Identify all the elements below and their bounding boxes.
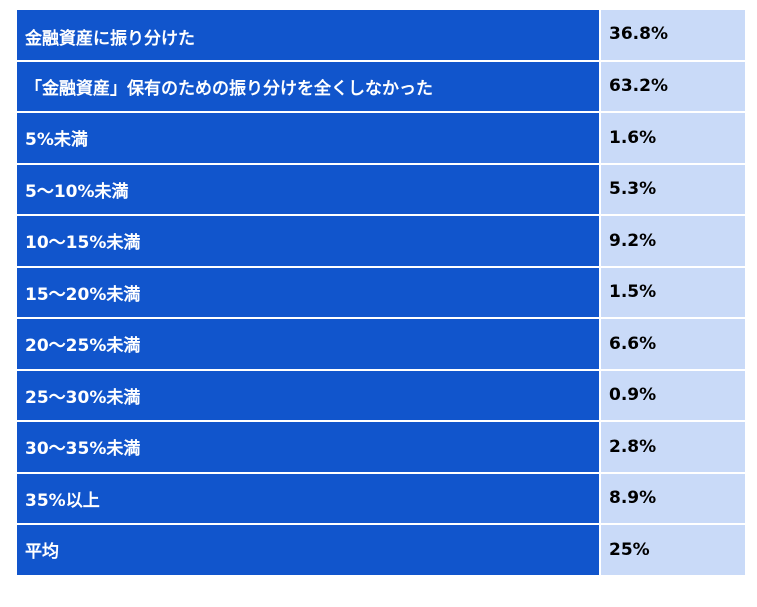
table-body: 金融資産に振り分けた 36.8% 「金融資産」保有のための振り分けを全くしなかった 6… (17, 10, 745, 575)
row-label: 25～30%未満 (17, 370, 599, 420)
table-row: 20～25%未満 6.6% (17, 319, 745, 369)
row-label: 15～20%未満 (17, 267, 599, 317)
table-row: 金融資産に振り分けた 36.8% (17, 10, 745, 60)
row-value: 36.8% (601, 10, 745, 60)
row-value: 8.9% (601, 473, 745, 523)
row-value: 63.2% (601, 61, 745, 111)
data-table: 金融資産に振り分けた 36.8% 「金融資産」保有のための振り分けを全くしなかった 6… (15, 8, 747, 577)
table-row: 15～20%未満 1.5% (17, 267, 745, 317)
row-label: 10～15%未満 (17, 216, 599, 266)
table-row: 30～35%未満 2.8% (17, 422, 745, 472)
row-label: 金融資産に振り分けた (17, 10, 599, 60)
row-value: 0.9% (601, 370, 745, 420)
row-label: 30～35%未満 (17, 422, 599, 472)
row-label: 平均 (17, 525, 599, 575)
table-row: 5%未満 1.6% (17, 113, 745, 163)
row-value: 1.5% (601, 267, 745, 317)
row-value: 5.3% (601, 164, 745, 214)
table-row: 10～15%未満 9.2% (17, 216, 745, 266)
row-value: 2.8% (601, 422, 745, 472)
table-row: 35%以上 8.9% (17, 473, 745, 523)
row-value: 9.2% (601, 216, 745, 266)
table-row: 5～10%未満 5.3% (17, 164, 745, 214)
table-wrap: 金融資産に振り分けた 36.8% 「金融資産」保有のための振り分けを全くしなかった 6… (15, 8, 747, 577)
row-label: 35%以上 (17, 473, 599, 523)
row-label: 「金融資産」保有のための振り分けを全くしなかった (17, 61, 599, 111)
row-value: 25% (601, 525, 745, 575)
table-row: 平均 25% (17, 525, 745, 575)
row-label: 5～10%未満 (17, 164, 599, 214)
table-row: 25～30%未満 0.9% (17, 370, 745, 420)
table-row: 「金融資産」保有のための振り分けを全くしなかった 63.2% (17, 61, 745, 111)
row-value: 6.6% (601, 319, 745, 369)
row-value: 1.6% (601, 113, 745, 163)
row-label: 20～25%未満 (17, 319, 599, 369)
row-label: 5%未満 (17, 113, 599, 163)
